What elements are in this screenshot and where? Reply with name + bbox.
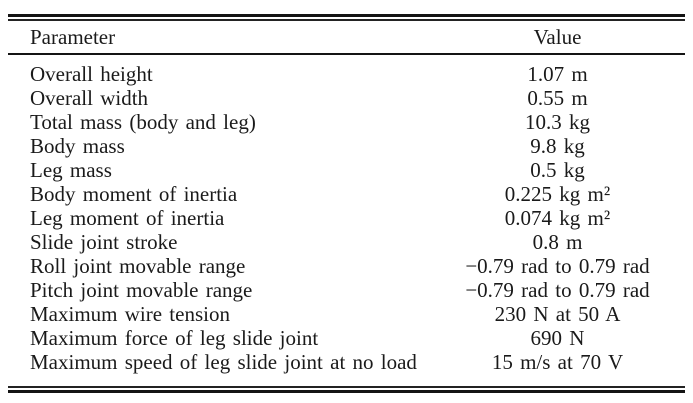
- value-cell: 230 N at 50 A: [494, 302, 621, 326]
- param-cell: Body moment of inertia: [30, 182, 238, 206]
- table-row: Overall width 0.55 m: [8, 86, 685, 110]
- value-cell: 0.5 kg: [530, 158, 585, 182]
- param-cell: Overall height: [30, 62, 153, 86]
- value-cell: 0.225 kg m²: [504, 182, 611, 206]
- table-top-rule: [8, 14, 685, 21]
- table-header-row: Parameter Value: [8, 21, 685, 53]
- table-row: Leg moment of inertia 0.074 kg m²: [8, 206, 685, 230]
- param-cell: Leg moment of inertia: [30, 206, 225, 230]
- param-cell: Overall width: [30, 86, 149, 110]
- value-cell: 0.074 kg m²: [504, 206, 611, 230]
- param-cell: Total mass (body and leg): [30, 110, 256, 134]
- value-cell: 0.55 m: [527, 86, 588, 110]
- param-cell: Slide joint stroke: [30, 230, 178, 254]
- table-row: Total mass (body and leg) 10.3 kg: [8, 110, 685, 134]
- column-header-parameter: Parameter: [30, 25, 116, 49]
- param-cell: Body mass: [30, 134, 125, 158]
- table-row: Leg mass 0.5 kg: [8, 158, 685, 182]
- table-row: Roll joint movable range −0.79 rad to 0.…: [8, 254, 685, 278]
- param-cell: Maximum force of leg slide joint: [30, 326, 319, 350]
- table-bottom-rule: [8, 386, 685, 393]
- table-row: Maximum wire tension 230 N at 50 A: [8, 302, 685, 326]
- value-cell: 15 m/s at 70 V: [491, 350, 624, 374]
- param-cell: Maximum speed of leg slide joint at no l…: [30, 350, 417, 374]
- table-row: Pitch joint movable range −0.79 rad to 0…: [8, 278, 685, 302]
- value-cell: 10.3 kg: [525, 110, 590, 134]
- table-row: Body moment of inertia 0.225 kg m²: [8, 182, 685, 206]
- value-cell: 9.8 kg: [530, 134, 585, 158]
- table-row: Slide joint stroke 0.8 m: [8, 230, 685, 254]
- parameters-table: Parameter Value Overall height 1.07 m Ov…: [8, 14, 685, 393]
- value-cell: 0.8 m: [532, 230, 583, 254]
- param-cell: Maximum wire tension: [30, 302, 230, 326]
- value-cell: −0.79 rad to 0.79 rad: [465, 254, 650, 278]
- value-cell: 690 N: [530, 326, 585, 350]
- param-cell: Roll joint movable range: [30, 254, 246, 278]
- column-header-value: Value: [533, 25, 582, 49]
- param-cell: Leg mass: [30, 158, 112, 182]
- table-body: Overall height 1.07 m Overall width 0.55…: [8, 55, 685, 386]
- table-header-rule: [8, 53, 685, 55]
- value-cell: 1.07 m: [527, 62, 588, 86]
- table-row: Maximum force of leg slide joint 690 N: [8, 326, 685, 350]
- value-cell: −0.79 rad to 0.79 rad: [465, 278, 650, 302]
- param-cell: Pitch joint movable range: [30, 278, 253, 302]
- table-row: Maximum speed of leg slide joint at no l…: [8, 350, 685, 374]
- table-row: Body mass 9.8 kg: [8, 134, 685, 158]
- table-row: Overall height 1.07 m: [8, 62, 685, 86]
